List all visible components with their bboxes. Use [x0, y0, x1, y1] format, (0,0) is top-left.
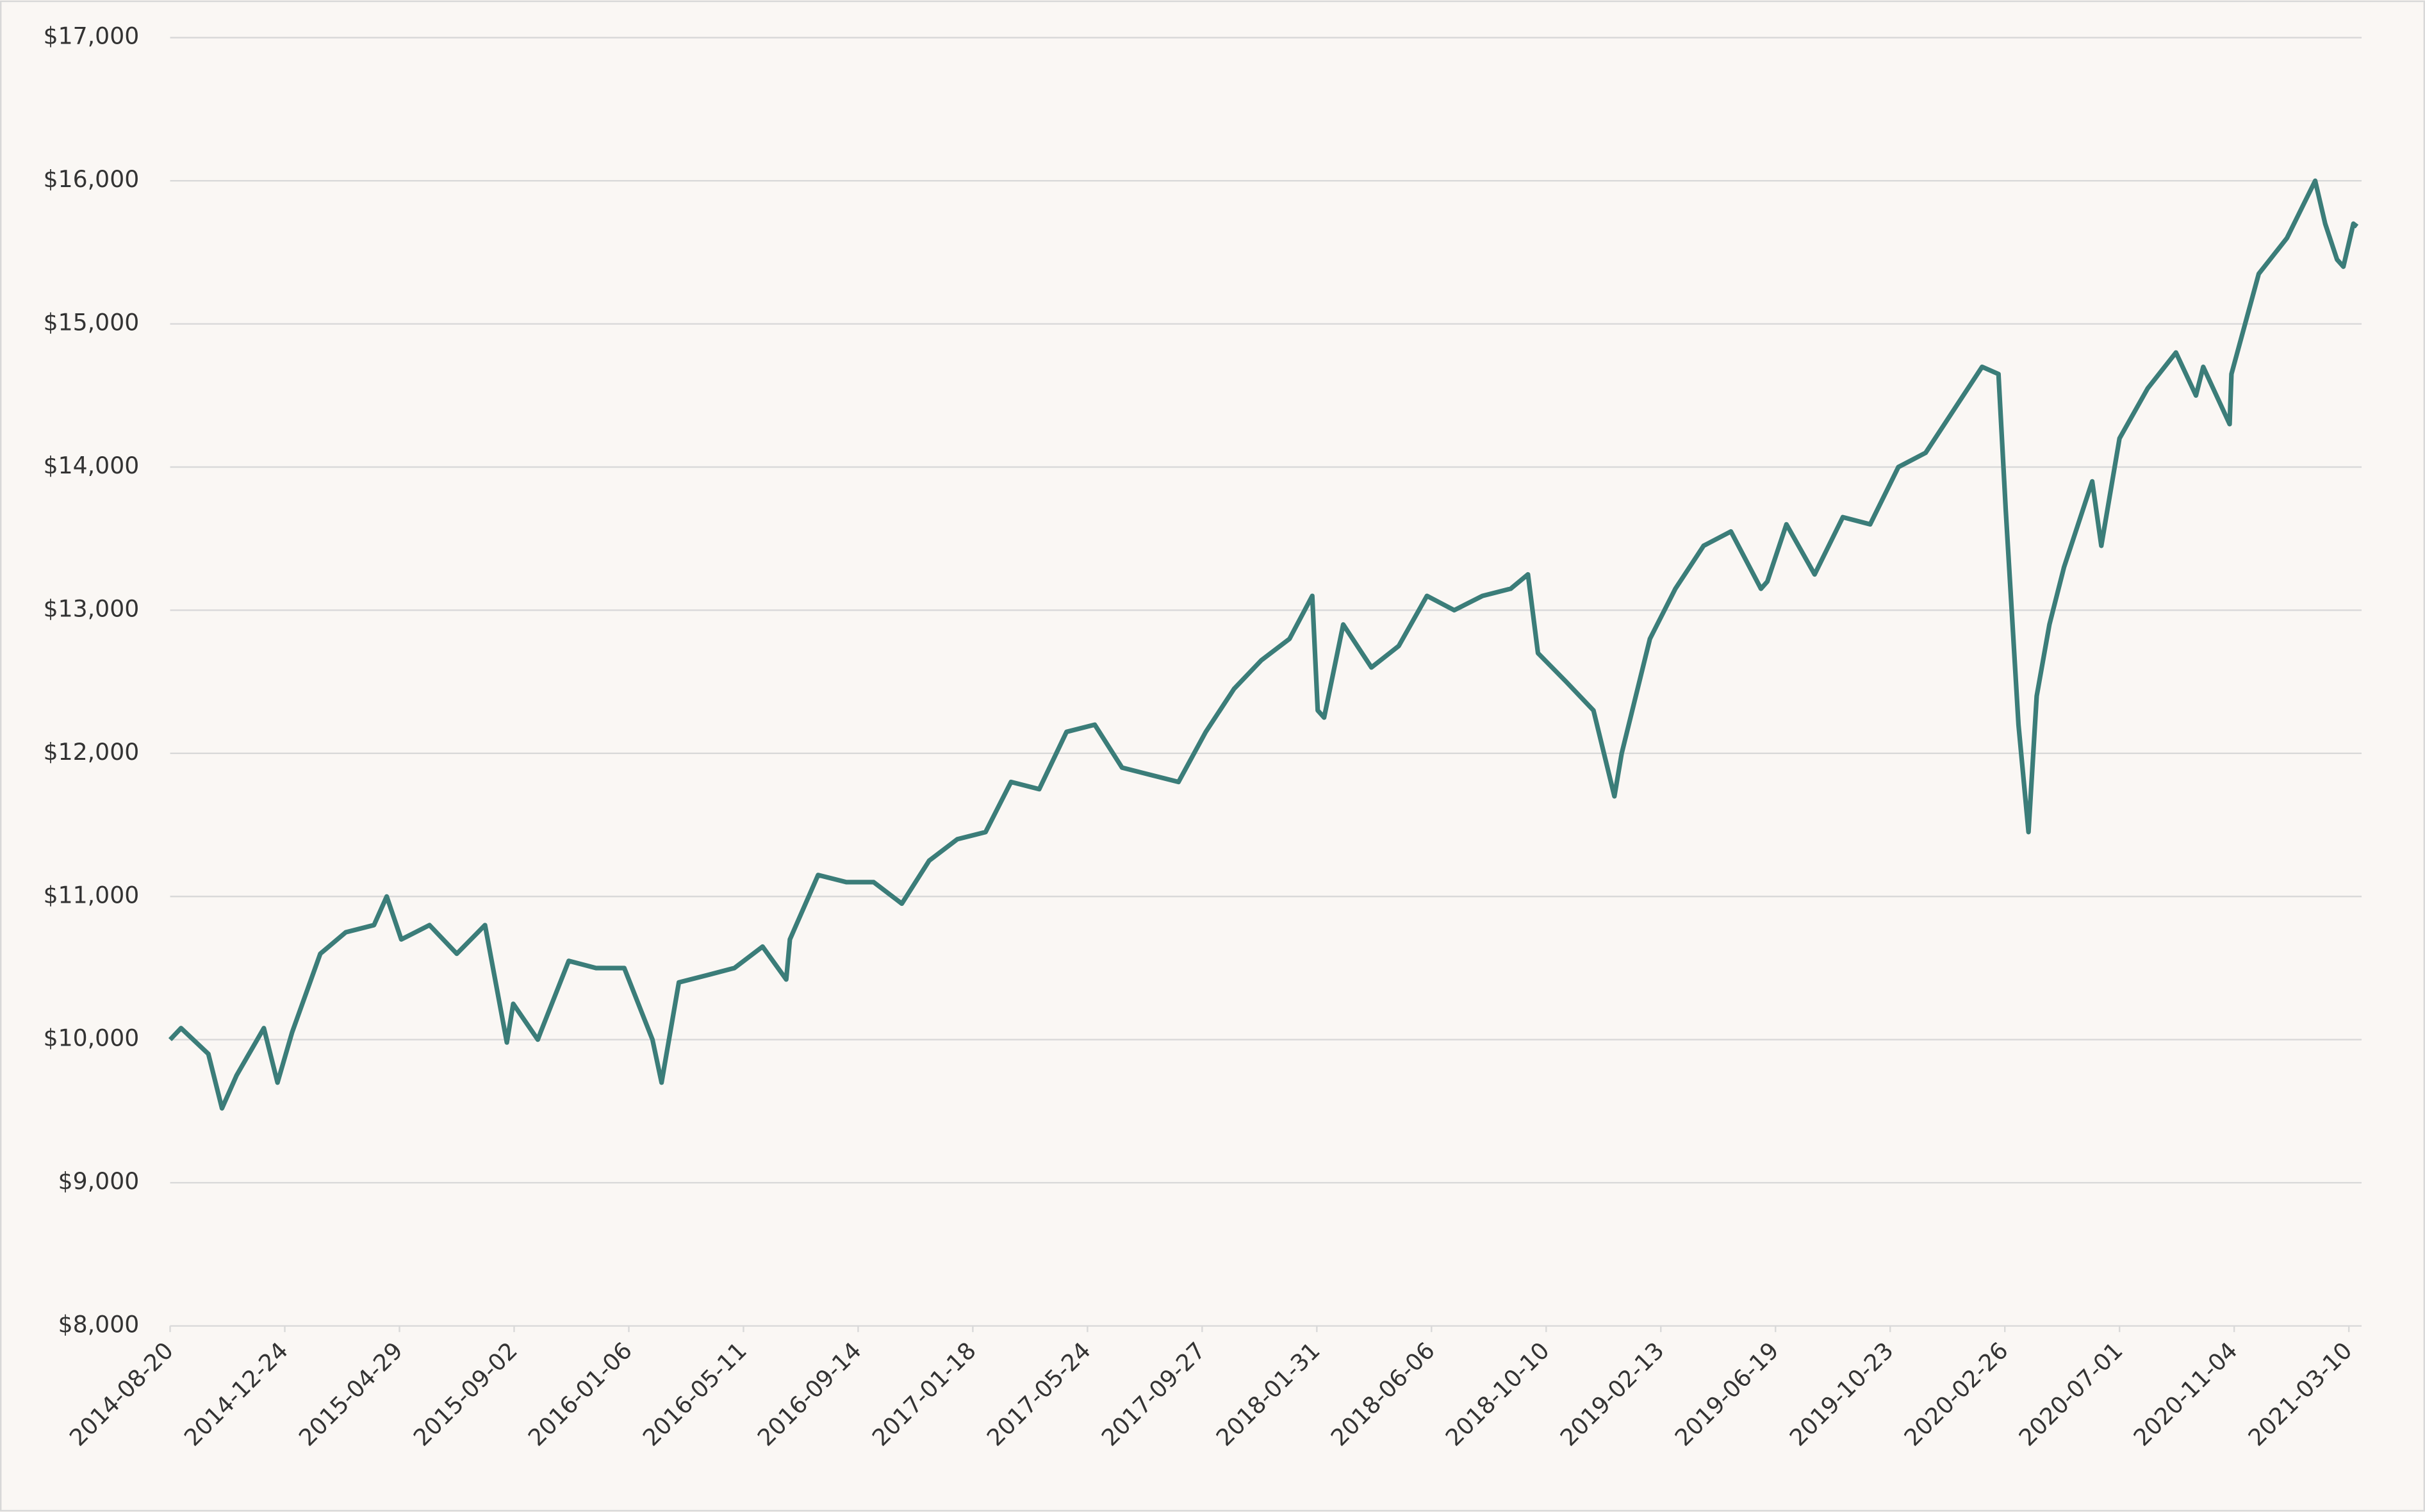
y-tick-label: $8,000 [58, 1311, 140, 1338]
y-tick-label: $10,000 [44, 1024, 140, 1052]
y-tick-label: $17,000 [44, 22, 140, 50]
y-tick-label: $12,000 [44, 738, 140, 766]
y-tick-label: $16,000 [44, 165, 140, 193]
y-tick-label: $11,000 [44, 881, 140, 908]
line [168, 178, 2359, 1111]
y-tick-label: $9,000 [58, 1167, 140, 1195]
y-tick-label: $14,000 [44, 452, 140, 479]
y-tick-label: $15,000 [44, 309, 140, 336]
y-tick-label: $13,000 [44, 595, 140, 622]
